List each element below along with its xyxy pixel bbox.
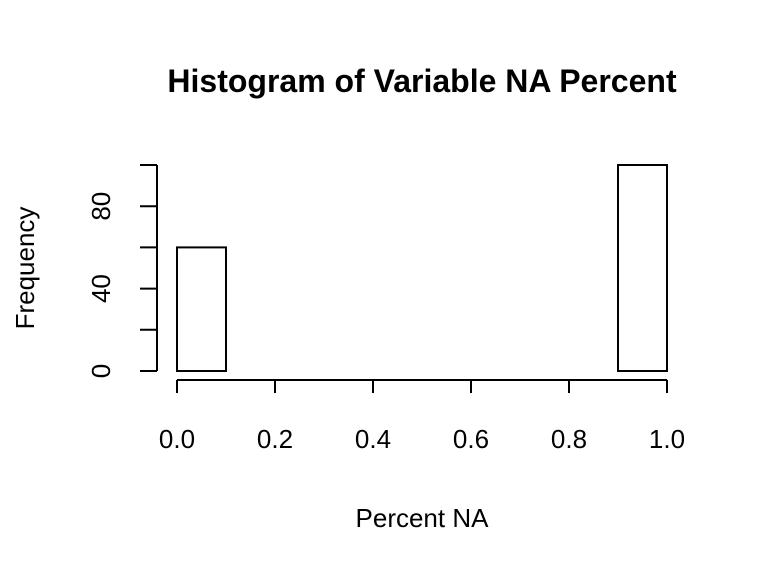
- y-axis: 0 40 80: [86, 164, 158, 378]
- x-tick-label: 0.8: [551, 424, 587, 454]
- y-tick-label: 40: [86, 274, 116, 303]
- x-tick-label: 1.0: [649, 424, 685, 454]
- chart-title: Histogram of Variable NA Percent: [167, 63, 677, 99]
- x-axis: 0.0 0.2 0.4 0.6 0.8 1.0: [159, 379, 685, 454]
- histogram-bar: [617, 164, 668, 372]
- x-tick-label: 0.6: [453, 424, 489, 454]
- y-tick-label: 0: [86, 364, 116, 378]
- x-tick-label: 0.2: [257, 424, 293, 454]
- y-tick-label: 80: [86, 192, 116, 221]
- histogram-bars: [176, 164, 668, 372]
- x-axis-label: Percent NA: [356, 503, 490, 533]
- x-tick-label: 0.4: [355, 424, 391, 454]
- y-axis-label: Frequency: [10, 207, 40, 330]
- x-tick-label: 0.0: [159, 424, 195, 454]
- histogram-bar: [176, 246, 227, 372]
